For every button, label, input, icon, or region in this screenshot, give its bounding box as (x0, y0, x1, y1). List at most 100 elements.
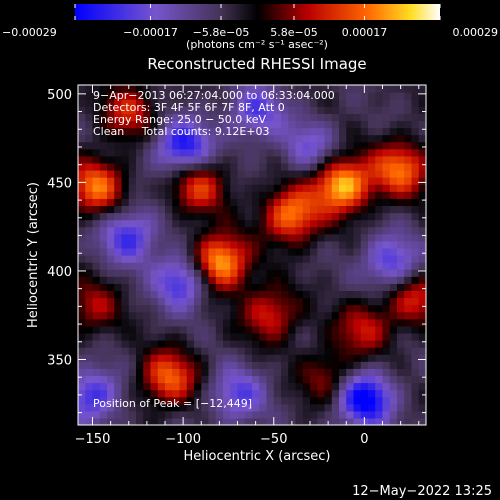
heatmap-cell (128, 290, 137, 299)
heatmap-cell (252, 127, 260, 136)
heatmap-cell (78, 148, 86, 157)
heatmap-cell (404, 262, 413, 270)
heatmap-cell (121, 290, 130, 299)
heatmap-cell (339, 219, 347, 228)
heatmap-cell (389, 269, 398, 277)
heatmap-cell (92, 304, 101, 313)
heatmap-cell (85, 325, 94, 334)
heatmap-cell (150, 304, 159, 313)
heatmap-cell (230, 141, 239, 150)
heatmap-cell (215, 297, 224, 306)
heatmap-cell (273, 297, 282, 306)
heatmap-cell (382, 148, 391, 157)
heatmap-cell (389, 184, 398, 192)
heatmap-cell (259, 177, 268, 185)
heatmap-cell (150, 269, 159, 277)
heatmap-cell (317, 120, 326, 129)
heatmap-cell (107, 262, 115, 270)
heatmap-cell (273, 106, 282, 114)
heatmap-cell (223, 389, 231, 398)
heatmap-cell (179, 290, 188, 299)
heatmap-cell (244, 389, 253, 398)
heatmap-cell (121, 262, 130, 270)
heatmap-cell (346, 340, 355, 348)
heatmap-cell (194, 155, 202, 164)
heatmap-cell (201, 120, 210, 129)
heatmap-cell (317, 170, 326, 178)
heatmap-cell (389, 417, 398, 425)
heatmap-cell (360, 318, 369, 327)
heatmap-cell (368, 170, 376, 178)
heatmap-cell (331, 325, 340, 334)
heatmap-cell (237, 120, 246, 129)
heatmap-cell (404, 141, 413, 150)
heatmap-cell (411, 170, 420, 178)
heatmap-cell (194, 106, 202, 114)
heatmap-cell (208, 354, 217, 362)
heatmap-cell (418, 170, 426, 178)
heatmap-cell (179, 184, 188, 192)
heatmap-cell (411, 198, 420, 207)
heatmap-cell (143, 113, 152, 122)
heatmap-cell (186, 347, 195, 355)
heatmap-cell (310, 255, 318, 263)
heatmap-cell (244, 262, 253, 270)
heatmap-cell (128, 113, 137, 122)
heatmap-cell (375, 297, 384, 306)
heatmap-cell (346, 191, 355, 199)
heatmap-cell (99, 347, 108, 355)
heatmap-cell (150, 85, 159, 93)
heatmap-cell (397, 269, 405, 277)
heatmap-cell (78, 276, 86, 284)
heatmap-cell (85, 417, 94, 425)
heatmap-cell (346, 99, 355, 107)
heatmap-cell (194, 134, 202, 143)
heatmap-cell (281, 134, 289, 143)
heatmap-cell (295, 162, 304, 171)
heatmap-cell (92, 382, 101, 391)
heatmap-cell (411, 177, 420, 185)
heatmap-cell (281, 269, 289, 277)
heatmap-cell (339, 347, 347, 355)
heatmap-cell (237, 148, 246, 157)
heatmap-cell (346, 255, 355, 263)
heatmap-cell (143, 297, 152, 306)
heatmap-cell (317, 332, 326, 341)
heatmap-cell (418, 127, 426, 136)
heatmap-cell (331, 403, 340, 412)
heatmap-cell (375, 240, 384, 249)
heatmap-cell (107, 375, 115, 384)
heatmap-cell (92, 375, 101, 384)
heatmap-cell (411, 311, 420, 320)
heatmap-cell (237, 361, 246, 369)
heatmap-cell (237, 134, 246, 143)
heatmap-cell (230, 389, 239, 398)
heatmap-cell (375, 113, 384, 122)
heatmap-cell (237, 127, 246, 136)
heatmap-cell (331, 375, 340, 384)
heatmap-cell (143, 269, 152, 277)
heatmap-cell (215, 304, 224, 313)
heatmap-cell (411, 276, 420, 284)
heatmap-cell (324, 134, 333, 143)
heatmap-cell (244, 297, 253, 306)
heatmap-cell (179, 177, 188, 185)
heatmap-cell (99, 219, 108, 228)
heatmap-cell (397, 389, 405, 398)
heatmap-cell (230, 205, 239, 214)
heatmap-cell (128, 354, 137, 362)
heatmap-cell (114, 191, 123, 199)
heatmap-cell (107, 148, 115, 157)
heatmap-cell (208, 262, 217, 270)
heatmap-cell (165, 375, 173, 384)
heatmap-cell (237, 325, 246, 334)
heatmap-cell (157, 162, 166, 171)
heatmap-cell (382, 198, 391, 207)
heatmap-cell (186, 262, 195, 270)
heatmap-cell (324, 106, 333, 114)
heatmap-cell (223, 127, 231, 136)
heatmap-cell (223, 134, 231, 143)
heatmap-cell (194, 332, 202, 341)
heatmap-image (78, 85, 426, 425)
heatmap-cell (302, 276, 311, 284)
